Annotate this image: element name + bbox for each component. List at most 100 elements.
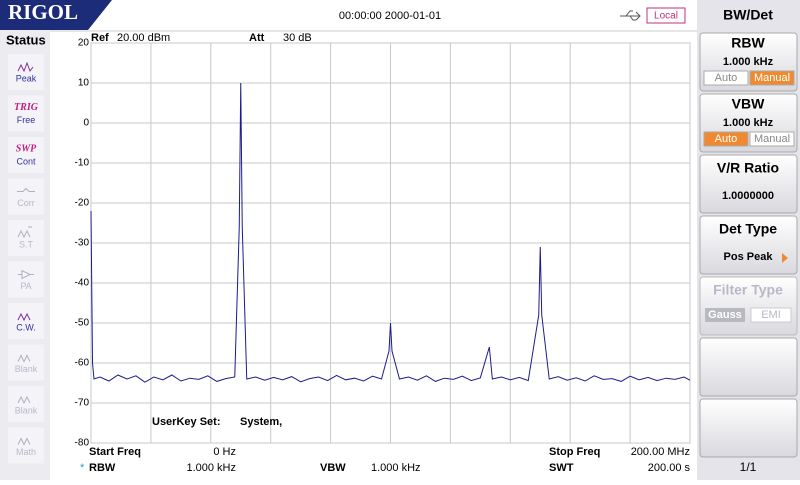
status-label: Peak bbox=[16, 73, 37, 83]
rbw-label: RBW bbox=[89, 462, 116, 474]
status-item-bg bbox=[8, 95, 44, 132]
y-tick-label: 20 bbox=[78, 38, 90, 49]
usb-icon bbox=[620, 10, 641, 21]
status-icon bbox=[17, 187, 35, 192]
option: Auto bbox=[715, 133, 738, 145]
option: Auto bbox=[715, 72, 738, 84]
status-label: Blank bbox=[15, 364, 38, 374]
status-label: Corr bbox=[17, 198, 35, 208]
value: 1.000 kHz bbox=[723, 56, 774, 68]
option-box-selected[interactable] bbox=[703, 131, 749, 147]
status-item-bg bbox=[8, 220, 44, 256]
status-icon bbox=[17, 61, 34, 73]
y-tick-label: 0 bbox=[83, 118, 89, 129]
status-icon bbox=[17, 312, 31, 322]
menu-vbw[interactable]: VBW 1.000 kHz Auto Manual bbox=[699, 93, 798, 153]
status-label: PA bbox=[20, 281, 31, 291]
value: Pos Peak bbox=[724, 251, 774, 263]
page-indicator: 1/1 bbox=[740, 460, 757, 474]
logo: RIGOL bbox=[8, 0, 78, 24]
option: Manual bbox=[754, 133, 790, 145]
swt-label: SWT bbox=[549, 462, 574, 474]
option-box-selected[interactable] bbox=[749, 70, 795, 86]
status-label: Free bbox=[17, 115, 36, 125]
label: Det Type bbox=[719, 221, 777, 237]
y-tick-label: -40 bbox=[75, 278, 90, 289]
y-tick-label: -60 bbox=[75, 358, 90, 369]
logo-bg bbox=[0, 0, 112, 30]
datetime: 00:00:00 2000-01-01 bbox=[339, 10, 441, 22]
arrow bbox=[782, 253, 788, 263]
label: Filter Type bbox=[713, 282, 783, 298]
local-text: Local bbox=[654, 11, 678, 22]
status-title: Status bbox=[6, 32, 46, 47]
rbw-value: 1.000 kHz bbox=[186, 462, 236, 474]
option: Manual bbox=[754, 72, 790, 84]
value: 1.0000000 bbox=[722, 190, 774, 202]
option-box[interactable] bbox=[749, 131, 795, 147]
status-item-bg bbox=[8, 261, 44, 298]
y-tick-label: 10 bbox=[78, 78, 90, 89]
menu-rbw[interactable]: RBW 1.000 kHz Auto Manual bbox=[699, 32, 798, 92]
status-label: Math bbox=[16, 447, 36, 457]
status-icon bbox=[17, 354, 31, 363]
y-tick-label: -80 bbox=[75, 438, 90, 449]
status-icon bbox=[17, 226, 32, 239]
status-label: Blank bbox=[15, 405, 38, 415]
option-box[interactable] bbox=[703, 70, 749, 86]
y-tick-label: -70 bbox=[75, 398, 90, 409]
label: V/R Ratio bbox=[717, 160, 779, 176]
marker: * bbox=[80, 462, 85, 474]
stop-value: 200.00 MHz bbox=[631, 446, 690, 458]
status-item-bg bbox=[8, 178, 44, 215]
ref-label: Ref bbox=[91, 32, 109, 44]
status-label: S.T bbox=[19, 239, 34, 249]
att-label: Att bbox=[249, 32, 265, 44]
status-item-bg bbox=[8, 386, 44, 422]
start-label: Start Freq bbox=[89, 446, 141, 458]
userkey-value: System, bbox=[240, 416, 282, 428]
vbw-label: VBW bbox=[320, 462, 346, 474]
status-label: C.W. bbox=[16, 322, 36, 332]
button[interactable] bbox=[699, 154, 798, 214]
status-item-bg bbox=[8, 427, 44, 464]
y-tick-label: -50 bbox=[75, 318, 90, 329]
label: VBW bbox=[732, 96, 765, 112]
userkey-label: UserKey Set: bbox=[152, 416, 220, 428]
status-tag: TRIG bbox=[14, 102, 39, 113]
button-blank[interactable] bbox=[699, 398, 798, 458]
vbw-value: 1.000 kHz bbox=[371, 462, 421, 474]
label: RBW bbox=[731, 35, 765, 51]
option-box bbox=[750, 307, 792, 323]
option: EMI bbox=[761, 309, 781, 321]
y-tick-label: -10 bbox=[75, 158, 90, 169]
att-value: 30 dB bbox=[283, 32, 312, 44]
stop-label: Stop Freq bbox=[549, 446, 600, 458]
button-blank[interactable] bbox=[699, 337, 798, 397]
trace bbox=[90, 82, 691, 383]
option: Gauss bbox=[708, 309, 742, 321]
status-item-bg bbox=[8, 137, 44, 173]
status-icon bbox=[18, 269, 34, 280]
status-item-bg bbox=[8, 303, 44, 339]
menu-vr-ratio[interactable]: V/R Ratio 1.0000000 bbox=[699, 154, 798, 214]
start-value: 0 Hz bbox=[213, 446, 236, 458]
menu-title: BW/Det bbox=[723, 7, 773, 23]
plot: 20 10 0 -10 -20 -30 -40 -50 -60 -70 -80 UserKey Set… bbox=[75, 38, 691, 449]
ref-value: 20.00 dBm bbox=[117, 32, 170, 44]
menu-filter-type: Filter Type Gauss EMI bbox=[699, 276, 798, 336]
swt-value: 200.00 s bbox=[648, 462, 691, 474]
status-icon bbox=[17, 437, 31, 446]
status-item-bg bbox=[8, 54, 44, 90]
y-tick-label: -30 bbox=[75, 238, 90, 249]
menu-det-type[interactable]: Det Type Pos Peak bbox=[699, 215, 798, 275]
local-badge bbox=[646, 7, 686, 24]
value: 1.000 kHz bbox=[723, 117, 774, 129]
y-tick-label: -20 bbox=[75, 198, 90, 209]
option-box-selected bbox=[705, 308, 745, 322]
button[interactable] bbox=[699, 215, 798, 275]
status-label: Cont bbox=[16, 156, 36, 166]
status-icon bbox=[17, 395, 31, 405]
status-item-bg bbox=[8, 344, 44, 381]
